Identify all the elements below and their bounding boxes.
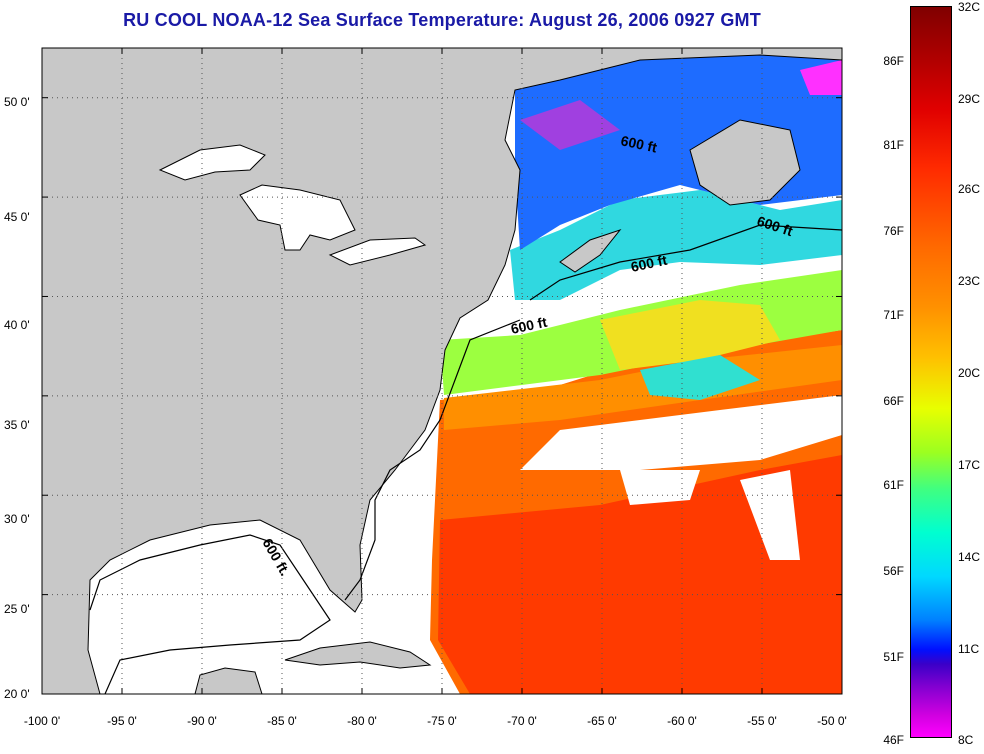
sst-cyan-patches	[640, 355, 760, 400]
colorbar-f-label: 61F	[883, 478, 904, 492]
graticule	[42, 48, 842, 694]
colorbar-c-label: 20C	[958, 366, 981, 380]
sst-purple-patches	[520, 100, 620, 150]
map-title: RU COOL NOAA-12 Sea Surface Temperature:…	[123, 10, 761, 30]
lat-label: 25 0'	[4, 602, 30, 616]
colorbar-f-label: 86F	[883, 54, 904, 68]
colorbar-c-label: 14C	[958, 550, 981, 564]
lon-label: -60 0'	[667, 714, 697, 728]
sst-yellow-patches	[600, 300, 780, 370]
lon-label: -75 0'	[427, 714, 457, 728]
axis-ticks	[41, 48, 843, 695]
cloud-gap	[620, 470, 700, 505]
lon-label: -70 0'	[507, 714, 537, 728]
lon-label: -55 0'	[747, 714, 777, 728]
colorbar-c-label: 32C	[958, 0, 981, 14]
lon-label: -50 0'	[817, 714, 847, 728]
bathymetry-600ft-contour	[89, 319, 521, 694]
cloud-gap	[740, 470, 800, 560]
lat-label: 30 0'	[4, 512, 30, 526]
land-north-america	[42, 48, 842, 694]
lon-label: -95 0'	[107, 714, 137, 728]
colorbar-f-label: 76F	[883, 224, 904, 238]
sst-hot-core	[438, 455, 842, 694]
colorbar-c-label: 8C	[958, 733, 974, 747]
land-cuba	[284, 641, 432, 669]
lake-superior	[158, 144, 266, 181]
lat-label: 20 0'	[4, 687, 30, 701]
sst-magenta-patch	[800, 60, 842, 95]
temperature-colorbar: 86F 81F 76F 71F 66F 61F 56F 51F 46F 32C …	[883, 0, 980, 747]
land-yucatan	[194, 667, 263, 694]
sst-orange-band	[444, 345, 842, 430]
colorbar-f-label: 66F	[883, 394, 904, 408]
lon-label: -90 0'	[187, 714, 217, 728]
colorbar-f-label: 51F	[883, 650, 904, 664]
contour-label: 600 ft	[629, 252, 668, 275]
lat-label: 50 0'	[4, 95, 30, 109]
colorbar-c-label: 17C	[958, 458, 981, 472]
colorbar-c-label: 29C	[958, 92, 981, 106]
lon-label: -100 0'	[23, 714, 61, 728]
colorbar-c-label: 23C	[958, 274, 981, 288]
lon-label: -65 0'	[587, 714, 617, 728]
lon-label: -85 0'	[267, 714, 297, 728]
contour-label: 600 ft	[619, 132, 658, 155]
lat-label: 45 0'	[4, 210, 30, 224]
lake-erie-ontario	[328, 237, 427, 266]
colorbar-f-label: 81F	[883, 138, 904, 152]
colorbar-f-label: 46F	[883, 733, 904, 747]
colorbar-f-label: 71F	[883, 308, 904, 322]
sst-cold-shelf	[510, 190, 842, 300]
land-nova-scotia	[559, 228, 622, 273]
colorbar-c-label: 26C	[958, 182, 981, 196]
bathymetry-600ft-contour-north	[529, 224, 842, 301]
lon-label: -80 0'	[347, 714, 377, 728]
colorbar-f-label: 56F	[883, 564, 904, 578]
lat-label: 35 0'	[4, 418, 30, 432]
lake-michigan-huron	[239, 184, 356, 251]
contour-label: 600 ft	[509, 314, 548, 337]
colorbar-gradient	[910, 6, 952, 738]
colorbar-c-label: 11C	[958, 642, 980, 656]
lat-label: 40 0'	[4, 318, 30, 332]
land-newfoundland	[689, 119, 801, 206]
